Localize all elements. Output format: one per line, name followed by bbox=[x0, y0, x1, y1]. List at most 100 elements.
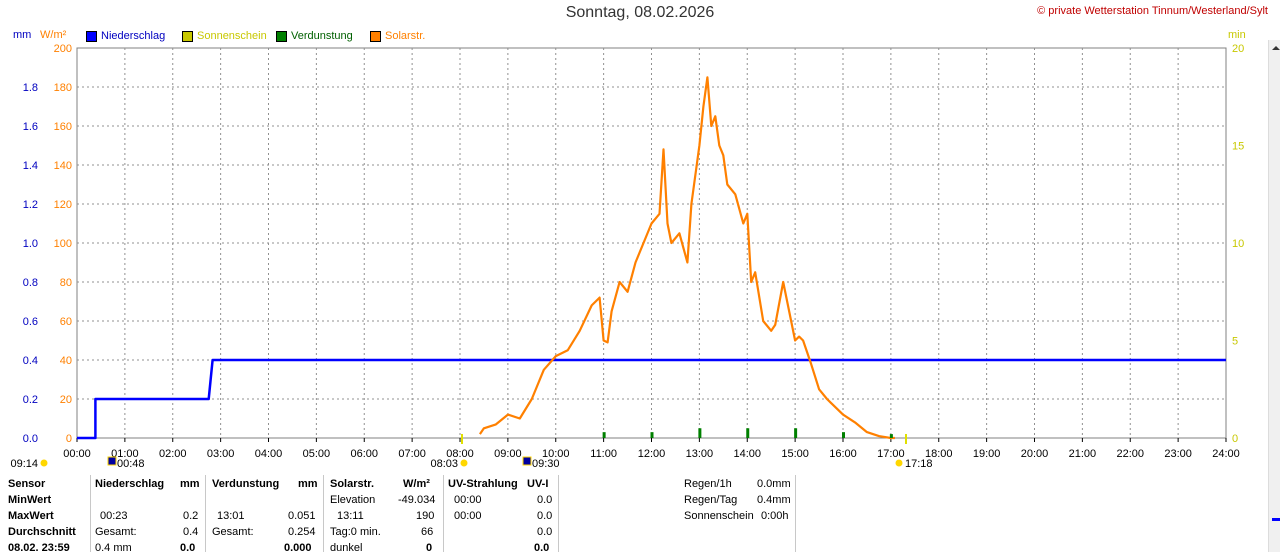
row-label-sensor: Sensor bbox=[8, 478, 46, 490]
y-min-tick-label: 0 bbox=[1232, 433, 1238, 445]
x-tick-label: 14:00 bbox=[733, 448, 761, 460]
extra-regen-tag-value: 0.4mm bbox=[757, 494, 791, 506]
niederschlag-max-time: 00:23 bbox=[100, 510, 128, 522]
verdunstung-max-time: 13:01 bbox=[217, 510, 245, 522]
solar-min-label: Elevation bbox=[330, 494, 376, 506]
y-wm2-tick-label: 120 bbox=[54, 199, 72, 211]
y-min-tick-label: 20 bbox=[1232, 43, 1244, 55]
uv-unit: UV-I bbox=[527, 478, 549, 490]
y-wm2-tick-label: 20 bbox=[60, 394, 72, 406]
niederschlag-max-value: 0.2 bbox=[183, 510, 199, 522]
niederschlag-header: Niederschlag bbox=[95, 478, 165, 490]
legend-sonnenschein: Sonnenschein bbox=[182, 30, 267, 42]
x-tick-label: 06:00 bbox=[350, 448, 378, 460]
y-mm-tick-label: 1.8 bbox=[23, 82, 38, 94]
sunset-time-label: 17:18 bbox=[905, 458, 933, 470]
sunrise-icon bbox=[40, 459, 48, 467]
x-tick-label: 02:00 bbox=[159, 448, 187, 460]
niederschlag-last-value: 0.0 bbox=[180, 542, 196, 554]
x-tick-label: 16:00 bbox=[829, 448, 857, 460]
x-tick-label: 23:00 bbox=[1164, 448, 1192, 460]
scroll-thumb[interactable] bbox=[1272, 518, 1280, 521]
chart-title: Sonntag, 08.02.2026 bbox=[565, 4, 715, 21]
legend-swatch-niederschlag bbox=[86, 30, 97, 42]
legend-label-niederschlag: Niederschlag bbox=[101, 30, 166, 42]
verdunstung-last-value: 0.000 bbox=[284, 542, 312, 554]
x-tick-label: 01:00 bbox=[111, 448, 139, 460]
x-tick-label: 18:00 bbox=[925, 448, 953, 460]
y-mm-tick-label: 1.2 bbox=[23, 199, 38, 211]
sunset-icon bbox=[895, 459, 903, 467]
extra-regen-1h-label: Regen/1h bbox=[684, 478, 732, 490]
y-mm-tick-label: 0.6 bbox=[23, 316, 38, 328]
dawn-time-label: 08:03 bbox=[430, 458, 458, 470]
uv-avg-value: 0.0 bbox=[537, 526, 553, 538]
moonset-icon bbox=[107, 456, 117, 466]
legend-swatch-solar bbox=[370, 30, 381, 42]
verdunstung-bar bbox=[889, 434, 893, 438]
verdunstung-max-value: 0.051 bbox=[288, 510, 316, 522]
x-tick-label: 21:00 bbox=[1069, 448, 1097, 460]
verdunstung-avg-value: 0.254 bbox=[288, 526, 316, 538]
y-wm2-tick-label: 40 bbox=[60, 355, 72, 367]
solar-max-value: 190 bbox=[416, 510, 435, 522]
chart-svg: 00:00 01:00 02:00 03:00 04:00 05:00 06:00 07:00… bbox=[10, 43, 1244, 470]
verdunstung-bar bbox=[698, 428, 702, 438]
y-mm-tick-label: 1.0 bbox=[23, 238, 38, 250]
solar-min-value: -49.034 bbox=[398, 494, 436, 506]
moonrise-icon bbox=[522, 456, 532, 466]
legend-solar: Solarstr. bbox=[370, 30, 425, 42]
unit-mm-label: mm bbox=[13, 29, 32, 41]
verdunstung-bar bbox=[602, 432, 606, 438]
x-tick-label: 00:00 bbox=[63, 448, 91, 460]
dawn-icon bbox=[460, 459, 468, 467]
verdunstung-bar bbox=[794, 428, 798, 438]
x-tick-label: 19:00 bbox=[973, 448, 1001, 460]
scroll-up-arrow[interactable] bbox=[1272, 46, 1280, 50]
solar-last-value: 0 bbox=[426, 542, 433, 554]
y-wm2-tick-label: 0 bbox=[66, 433, 72, 445]
uv-min-value: 0.0 bbox=[537, 494, 553, 506]
y-mm-tick-label: 0.8 bbox=[23, 277, 38, 289]
row-label-min: MinWert bbox=[8, 494, 52, 506]
legend-swatch-verdunstung bbox=[276, 30, 287, 42]
x-tick-label: 10:00 bbox=[542, 448, 570, 460]
scrollbar[interactable] bbox=[1268, 40, 1280, 552]
moonrise-time-label: 09:30 bbox=[532, 458, 560, 470]
x-tick-label: 11:00 bbox=[590, 448, 617, 460]
legend-niederschlag: Niederschlag bbox=[86, 30, 165, 42]
legend-verdunstung: Verdunstung bbox=[276, 30, 353, 42]
verdunstung-header: Verdunstung bbox=[212, 478, 280, 490]
niederschlag-avg-label: Gesamt: bbox=[95, 526, 137, 538]
y-min-tick-label: 5 bbox=[1232, 336, 1238, 348]
y-wm2-tick-label: 180 bbox=[54, 82, 72, 94]
y-mm-tick-label: 1.4 bbox=[23, 160, 38, 172]
sunrise-time-label: 09:14 bbox=[10, 458, 38, 470]
series-line-niederschlag bbox=[77, 358, 1226, 440]
solar-max-time: 13:11 bbox=[337, 510, 364, 522]
y-mm-tick-label: 0.0 bbox=[23, 433, 38, 445]
y-wm2-tick-label: 160 bbox=[54, 121, 72, 133]
row-label-time: 08.02. 23:59 bbox=[8, 542, 70, 554]
y-mm-tick-label: 0.4 bbox=[23, 355, 38, 367]
legend-swatch-sonnenschein bbox=[182, 30, 193, 42]
uv-last-value: 0.0 bbox=[534, 542, 550, 554]
solar-unit: W/m² bbox=[403, 478, 430, 490]
verdunstung-bar bbox=[746, 428, 750, 438]
y-mm-tick-label: 0.2 bbox=[23, 394, 38, 406]
x-tick-label: 05:00 bbox=[303, 448, 331, 460]
niederschlag-last-label: 0.4 mm bbox=[95, 542, 132, 554]
solar-avg-value: 66 bbox=[421, 526, 434, 538]
legend-label-sonnenschein: Sonnenschein bbox=[197, 30, 267, 42]
copyright-text: © private Wetterstation Tinnum/Westerlan… bbox=[1037, 5, 1268, 17]
x-tick-label: 04:00 bbox=[255, 448, 283, 460]
x-tick-label: 08:00 bbox=[446, 448, 474, 460]
verdunstung-unit: mm bbox=[298, 478, 318, 490]
x-tick-label: 13:00 bbox=[686, 448, 714, 460]
y-wm2-tick-label: 80 bbox=[60, 277, 72, 289]
extra-regen-tag-label: Regen/Tag bbox=[684, 494, 738, 506]
x-tick-label: 17:00 bbox=[877, 448, 905, 460]
y-wm2-tick-label: 100 bbox=[54, 238, 72, 250]
verdunstung-avg-label: Gesamt: bbox=[212, 526, 254, 538]
x-tick-label: 09:00 bbox=[494, 448, 522, 460]
